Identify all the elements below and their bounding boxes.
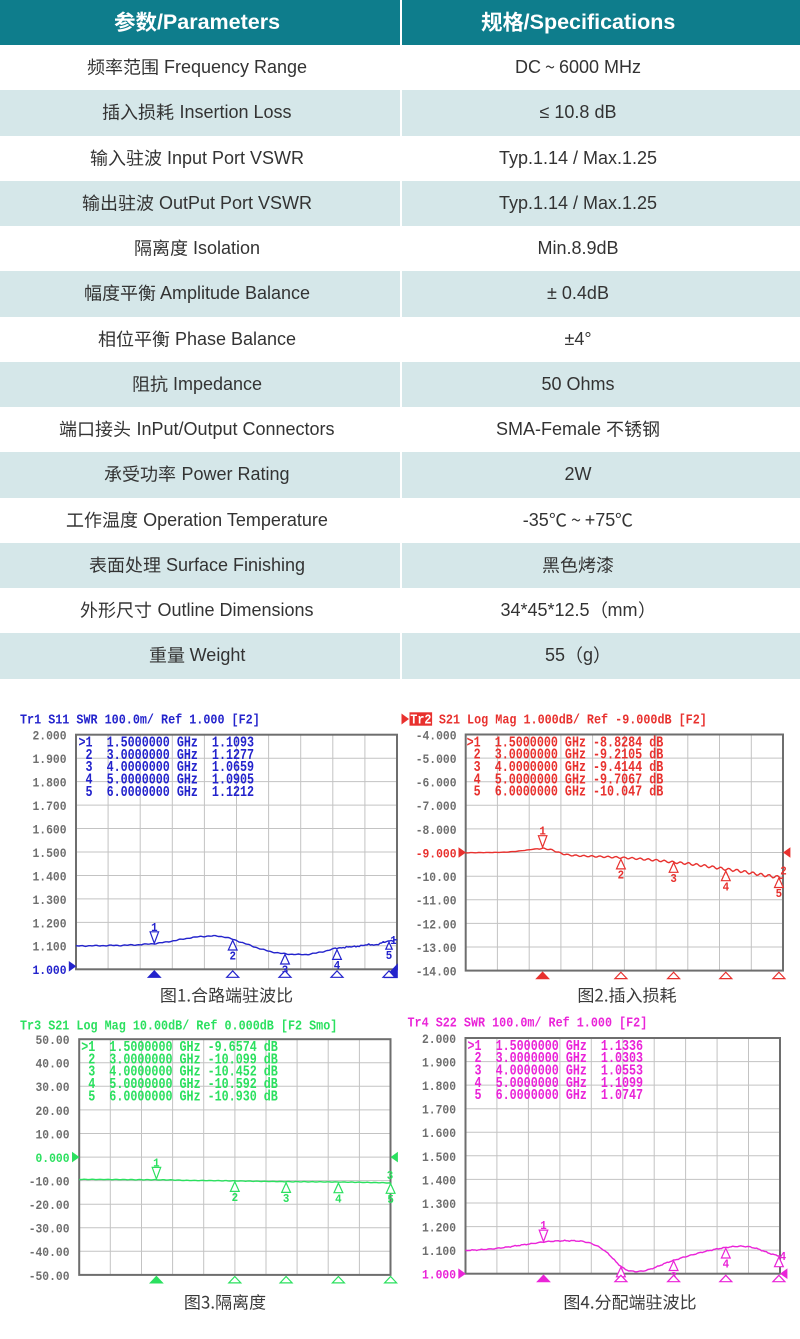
svg-text:>1 1.5000000 GHz -8.8284 dB: >1 1.5000000 GHz -8.8284 dB xyxy=(467,735,664,752)
svg-text:5 6.0000000 GHz -10.047 dB: 5 6.0000000 GHz -10.047 dB xyxy=(467,785,664,802)
svg-text:2: 2 xyxy=(229,951,236,964)
svg-text:1.500: 1.500 xyxy=(422,1150,456,1165)
svg-text:1.600: 1.600 xyxy=(33,823,67,838)
svg-text:Tr1 S11 SWR 100.0m/ Ref 1.000: Tr1 S11 SWR 100.0m/ Ref 1.000 [F2] xyxy=(20,713,260,728)
svg-text:3: 3 xyxy=(387,1171,394,1184)
svg-text:5: 5 xyxy=(776,889,783,902)
svg-text:-6.000: -6.000 xyxy=(416,776,457,791)
svg-text:>1 1.5000000 GHz 1.1093: >1 1.5000000 GHz 1.1093 xyxy=(79,735,255,752)
svg-text:1.100: 1.100 xyxy=(33,940,67,955)
svg-text:2 3.0000000 GHz -10.099 dB: 2 3.0000000 GHz -10.099 dB xyxy=(81,1052,278,1069)
svg-text:-12.00: -12.00 xyxy=(416,918,457,933)
svg-text:4 5.0000000 GHz 1.0905: 4 5.0000000 GHz 1.0905 xyxy=(79,772,255,789)
svg-text:-50.00: -50.00 xyxy=(29,1269,70,1284)
svg-text:1.700: 1.700 xyxy=(33,799,67,814)
svg-text:1.300: 1.300 xyxy=(33,893,67,908)
svg-text:3: 3 xyxy=(670,873,677,886)
svg-text:-20.00: -20.00 xyxy=(29,1199,70,1214)
svg-text:-10.00: -10.00 xyxy=(29,1175,70,1190)
svg-text:5: 5 xyxy=(386,950,393,963)
svg-text:1: 1 xyxy=(151,922,158,935)
svg-text:1.300: 1.300 xyxy=(422,1197,456,1212)
svg-text:10.00: 10.00 xyxy=(36,1128,70,1143)
svg-text:-14.00: -14.00 xyxy=(416,965,457,980)
svg-text:4: 4 xyxy=(723,882,730,895)
svg-text:1.700: 1.700 xyxy=(422,1103,456,1118)
svg-text:2 3.0000000 GHz -9.2105 dB: 2 3.0000000 GHz -9.2105 dB xyxy=(467,748,664,765)
svg-text:5 6.0000000 GHz 1.0747: 5 6.0000000 GHz 1.0747 xyxy=(468,1088,644,1105)
svg-text:3: 3 xyxy=(283,1194,290,1207)
svg-text:-40.00: -40.00 xyxy=(29,1246,70,1261)
svg-text:40.00: 40.00 xyxy=(36,1057,70,1072)
svg-text:1: 1 xyxy=(540,1221,547,1234)
svg-text:1: 1 xyxy=(390,935,397,948)
svg-text:1.800: 1.800 xyxy=(422,1079,456,1094)
svg-text:2: 2 xyxy=(232,1193,239,1206)
svg-text:4: 4 xyxy=(723,1259,730,1272)
svg-text:3 4.0000000 GHz 1.0553: 3 4.0000000 GHz 1.0553 xyxy=(468,1063,644,1080)
svg-text:1: 1 xyxy=(153,1158,160,1171)
svg-text:1.500: 1.500 xyxy=(33,846,67,861)
svg-text:2 3.0000000 GHz 1.1277: 2 3.0000000 GHz 1.1277 xyxy=(79,748,255,765)
svg-text:Tr4 S22 SWR 100.0m/ Ref 1.000: Tr4 S22 SWR 100.0m/ Ref 1.000 [F2] xyxy=(408,1016,648,1031)
svg-text:3 4.0000000 GHz -10.452 dB: 3 4.0000000 GHz -10.452 dB xyxy=(81,1065,278,1082)
svg-text:4: 4 xyxy=(335,1194,342,1207)
svg-text:4: 4 xyxy=(334,961,341,974)
svg-text:>1 1.5000000 GHz 1.1336: >1 1.5000000 GHz 1.1336 xyxy=(468,1039,644,1056)
svg-text:-4.000: -4.000 xyxy=(416,729,457,744)
svg-text:S21 Log Mag 1.000dB/ Ref -9.00: S21 Log Mag 1.000dB/ Ref -9.000dB [F2] xyxy=(432,713,707,728)
svg-text:1.600: 1.600 xyxy=(422,1127,456,1142)
svg-text:-30.00: -30.00 xyxy=(29,1222,70,1237)
svg-text:Tr2: Tr2 xyxy=(410,713,431,728)
svg-text:5 6.0000000 GHz 1.1212: 5 6.0000000 GHz 1.1212 xyxy=(79,785,255,802)
svg-text:1.900: 1.900 xyxy=(422,1056,456,1071)
svg-text:1.200: 1.200 xyxy=(33,917,67,932)
svg-text:-9.000: -9.000 xyxy=(416,847,457,862)
svg-text:2.000: 2.000 xyxy=(422,1032,456,1047)
svg-text:1: 1 xyxy=(539,826,546,839)
svg-text:2.000: 2.000 xyxy=(33,729,67,744)
svg-text:1.000: 1.000 xyxy=(422,1268,456,1283)
svg-text:2 3.0000000 GHz 1.0303: 2 3.0000000 GHz 1.0303 xyxy=(468,1051,644,1068)
svg-text:5 6.0000000 GHz -10.930 dB: 5 6.0000000 GHz -10.930 dB xyxy=(81,1089,278,1106)
svg-text:20.00: 20.00 xyxy=(36,1104,70,1119)
svg-text:5: 5 xyxy=(387,1194,394,1207)
svg-text:4 5.0000000 GHz -10.592 dB: 4 5.0000000 GHz -10.592 dB xyxy=(81,1077,278,1094)
svg-text:-13.00: -13.00 xyxy=(416,941,457,956)
svg-text:1.000: 1.000 xyxy=(33,964,67,979)
svg-text:3 4.0000000 GHz 1.0659: 3 4.0000000 GHz 1.0659 xyxy=(79,760,255,777)
svg-text:1.400: 1.400 xyxy=(33,870,67,885)
svg-text:-8.000: -8.000 xyxy=(416,823,457,838)
svg-text:2: 2 xyxy=(780,866,787,879)
svg-text:0.000: 0.000 xyxy=(36,1151,70,1166)
svg-text:4 5.0000000 GHz 1.1099: 4 5.0000000 GHz 1.1099 xyxy=(468,1076,644,1093)
svg-text:4: 4 xyxy=(780,1252,787,1265)
svg-text:-10.00: -10.00 xyxy=(416,871,457,886)
svg-text:2: 2 xyxy=(618,870,625,883)
svg-text:-7.000: -7.000 xyxy=(416,800,457,815)
svg-text:50.00: 50.00 xyxy=(36,1034,70,1049)
svg-text:1.100: 1.100 xyxy=(422,1244,456,1259)
svg-text:4 5.0000000 GHz -9.7067 dB: 4 5.0000000 GHz -9.7067 dB xyxy=(467,772,664,789)
svg-text:1.800: 1.800 xyxy=(33,776,67,791)
svg-text:1.900: 1.900 xyxy=(33,753,67,768)
svg-text:30.00: 30.00 xyxy=(36,1081,70,1096)
svg-text:>1 1.5000000 GHz -9.6574 dB: >1 1.5000000 GHz -9.6574 dB xyxy=(81,1040,278,1057)
svg-text:1.200: 1.200 xyxy=(422,1221,456,1236)
svg-text:Tr3 S21 Log Mag 10.00dB/ Ref 0: Tr3 S21 Log Mag 10.00dB/ Ref 0.000dB [F2… xyxy=(20,1019,337,1034)
svg-text:-5.000: -5.000 xyxy=(416,752,457,767)
svg-text:1.400: 1.400 xyxy=(422,1174,456,1189)
svg-text:-11.00: -11.00 xyxy=(416,894,457,909)
svg-text:3 4.0000000 GHz -9.4144 dB: 3 4.0000000 GHz -9.4144 dB xyxy=(467,760,664,777)
